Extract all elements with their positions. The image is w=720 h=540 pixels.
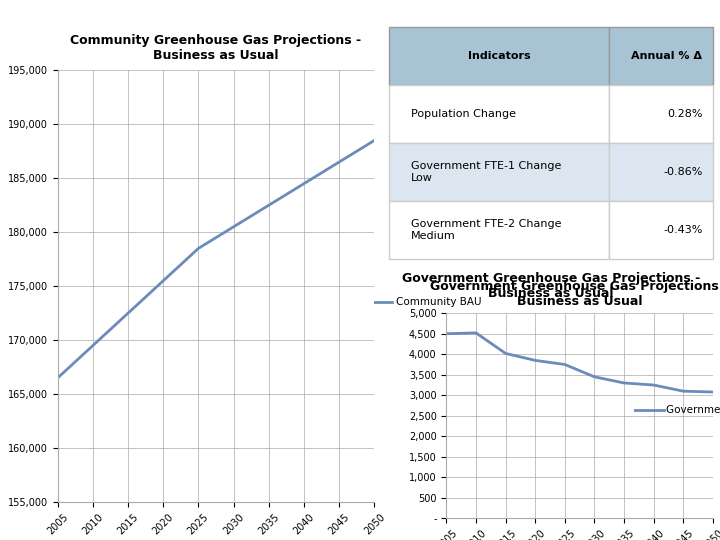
Text: Government Greenhouse Gas Projections -
Business as Usual: Government Greenhouse Gas Projections - … xyxy=(402,272,700,300)
Title: Community Greenhouse Gas Projections -
Business as Usual: Community Greenhouse Gas Projections - B… xyxy=(71,34,361,62)
Text: Community BAU: Community BAU xyxy=(396,298,482,307)
Text: Government BAU: Government BAU xyxy=(667,406,720,415)
Title: Government Greenhouse Gas Projections -
Business as Usual: Government Greenhouse Gas Projections - … xyxy=(431,280,720,308)
